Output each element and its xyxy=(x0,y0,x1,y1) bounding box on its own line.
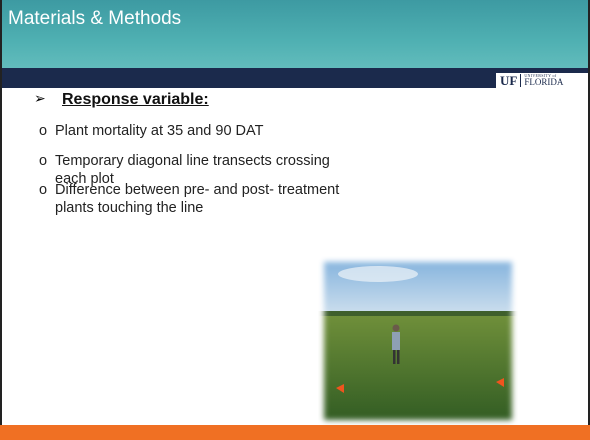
list-item: Plant mortality at 35 and 90 DAT xyxy=(55,122,345,140)
list-item: Difference between pre- and post- treatm… xyxy=(55,181,345,217)
field-photo xyxy=(318,256,518,426)
logo-mark: UF xyxy=(500,74,521,87)
slide: Materials & Methods UF UNIVERSITY of FLO… xyxy=(0,0,590,440)
logo-line: FLORIDA xyxy=(524,78,563,87)
logo-text: UNIVERSITY of FLORIDA xyxy=(524,74,563,87)
footer-bar xyxy=(0,425,590,440)
page: Materials & Methods UF UNIVERSITY of FLO… xyxy=(0,0,590,440)
slide-title: Materials & Methods xyxy=(8,8,181,30)
logo: UF UNIVERSITY of FLORIDA xyxy=(496,73,588,88)
heading: Response variable: xyxy=(62,91,209,109)
header: Materials & Methods xyxy=(2,0,588,68)
